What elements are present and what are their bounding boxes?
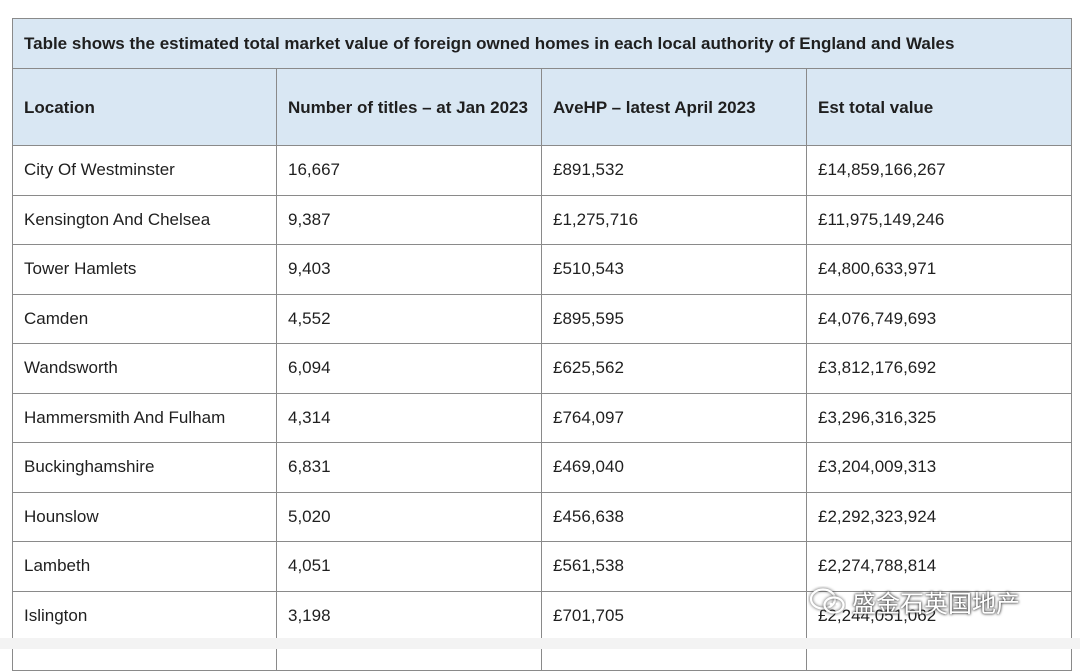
header-number-of-titles: Number of titles – at Jan 2023: [276, 68, 542, 146]
data-table-container: Table shows the estimated total market v…: [12, 18, 1072, 671]
table-caption: Table shows the estimated total market v…: [12, 18, 1072, 68]
header-average-house-price: AveHP – latest April 2023: [541, 68, 807, 146]
cell-avehp: £764,097: [541, 392, 807, 443]
cell-titles: 6,094: [276, 343, 542, 394]
cell-titles: 9,403: [276, 244, 542, 295]
cell-location: Wandsworth: [12, 343, 277, 394]
table-row: Islington 3,198 £701,705 £2,244,051,062: [12, 590, 1072, 641]
table-row: Tower Hamlets 9,403 £510,543 £4,800,633,…: [12, 244, 1072, 295]
wechat-icon: [809, 588, 845, 614]
table-row: Hounslow 5,020 £456,638 £2,292,323,924: [12, 491, 1072, 542]
bottom-fade-strip: [0, 638, 1080, 649]
cell-total-value: £3,812,176,692: [806, 343, 1072, 394]
cell-total-value: £14,859,166,267: [806, 145, 1072, 196]
header-location: Location: [12, 68, 277, 146]
cell-titles: 4,051: [276, 541, 542, 592]
table-header-row: Location Number of titles – at Jan 2023 …: [12, 68, 1072, 146]
cell-avehp: £469,040: [541, 442, 807, 493]
cell-avehp: £1,275,716: [541, 194, 807, 245]
cell-total-value: £2,292,323,924: [806, 491, 1072, 542]
cell-location: Hounslow: [12, 491, 277, 542]
cell-titles: 6,831: [276, 442, 542, 493]
cell-titles: 16,667: [276, 145, 542, 196]
table-row: Kensington And Chelsea 9,387 £1,275,716 …: [12, 194, 1072, 245]
cell-total-value: £3,204,009,313: [806, 442, 1072, 493]
cell-location: Kensington And Chelsea: [12, 194, 277, 245]
cell-titles: 9,387: [276, 194, 542, 245]
cell-location: Hammersmith And Fulham: [12, 392, 277, 443]
cell-location: Lambeth: [12, 541, 277, 592]
table-row: City Of Westminster 16,667 £891,532 £14,…: [12, 145, 1072, 196]
table-row: Camden 4,552 £895,595 £4,076,749,693: [12, 293, 1072, 344]
cell-titles: 4,314: [276, 392, 542, 443]
cell-avehp: £625,562: [541, 343, 807, 394]
table-row: Lambeth 4,051 £561,538 £2,274,788,814: [12, 541, 1072, 592]
cell-location: Buckinghamshire: [12, 442, 277, 493]
cell-avehp: £701,705: [541, 590, 807, 641]
cell-avehp: £510,543: [541, 244, 807, 295]
cell-total-value: £11,975,149,246: [806, 194, 1072, 245]
cell-location: Islington: [12, 590, 277, 641]
watermark: 盛金石英国地产: [808, 584, 1020, 618]
table-row: Hammersmith And Fulham 4,314 £764,097 £3…: [12, 392, 1072, 443]
cell-avehp: £456,638: [541, 491, 807, 542]
cell-titles: 4,552: [276, 293, 542, 344]
cell-avehp: £895,595: [541, 293, 807, 344]
cell-total-value: £3,296,316,325: [806, 392, 1072, 443]
cell-total-value: £4,076,749,693: [806, 293, 1072, 344]
cell-titles: 5,020: [276, 491, 542, 542]
cell-avehp: £891,532: [541, 145, 807, 196]
cell-location: Camden: [12, 293, 277, 344]
header-est-total-value: Est total value: [806, 68, 1072, 146]
cell-location: Tower Hamlets: [12, 244, 277, 295]
table-row: Buckinghamshire 6,831 £469,040 £3,204,00…: [12, 442, 1072, 493]
cell-titles: 3,198: [276, 590, 542, 641]
watermark-text: 盛金石英国地产: [852, 589, 1020, 618]
cell-total-value: £4,800,633,971: [806, 244, 1072, 295]
table-row: Wandsworth 6,094 £625,562 £3,812,176,692: [12, 343, 1072, 394]
foreign-homes-table: Table shows the estimated total market v…: [12, 18, 1072, 671]
table-body: City Of Westminster 16,667 £891,532 £14,…: [12, 145, 1072, 671]
cell-location: City Of Westminster: [12, 145, 277, 196]
cell-avehp: £561,538: [541, 541, 807, 592]
